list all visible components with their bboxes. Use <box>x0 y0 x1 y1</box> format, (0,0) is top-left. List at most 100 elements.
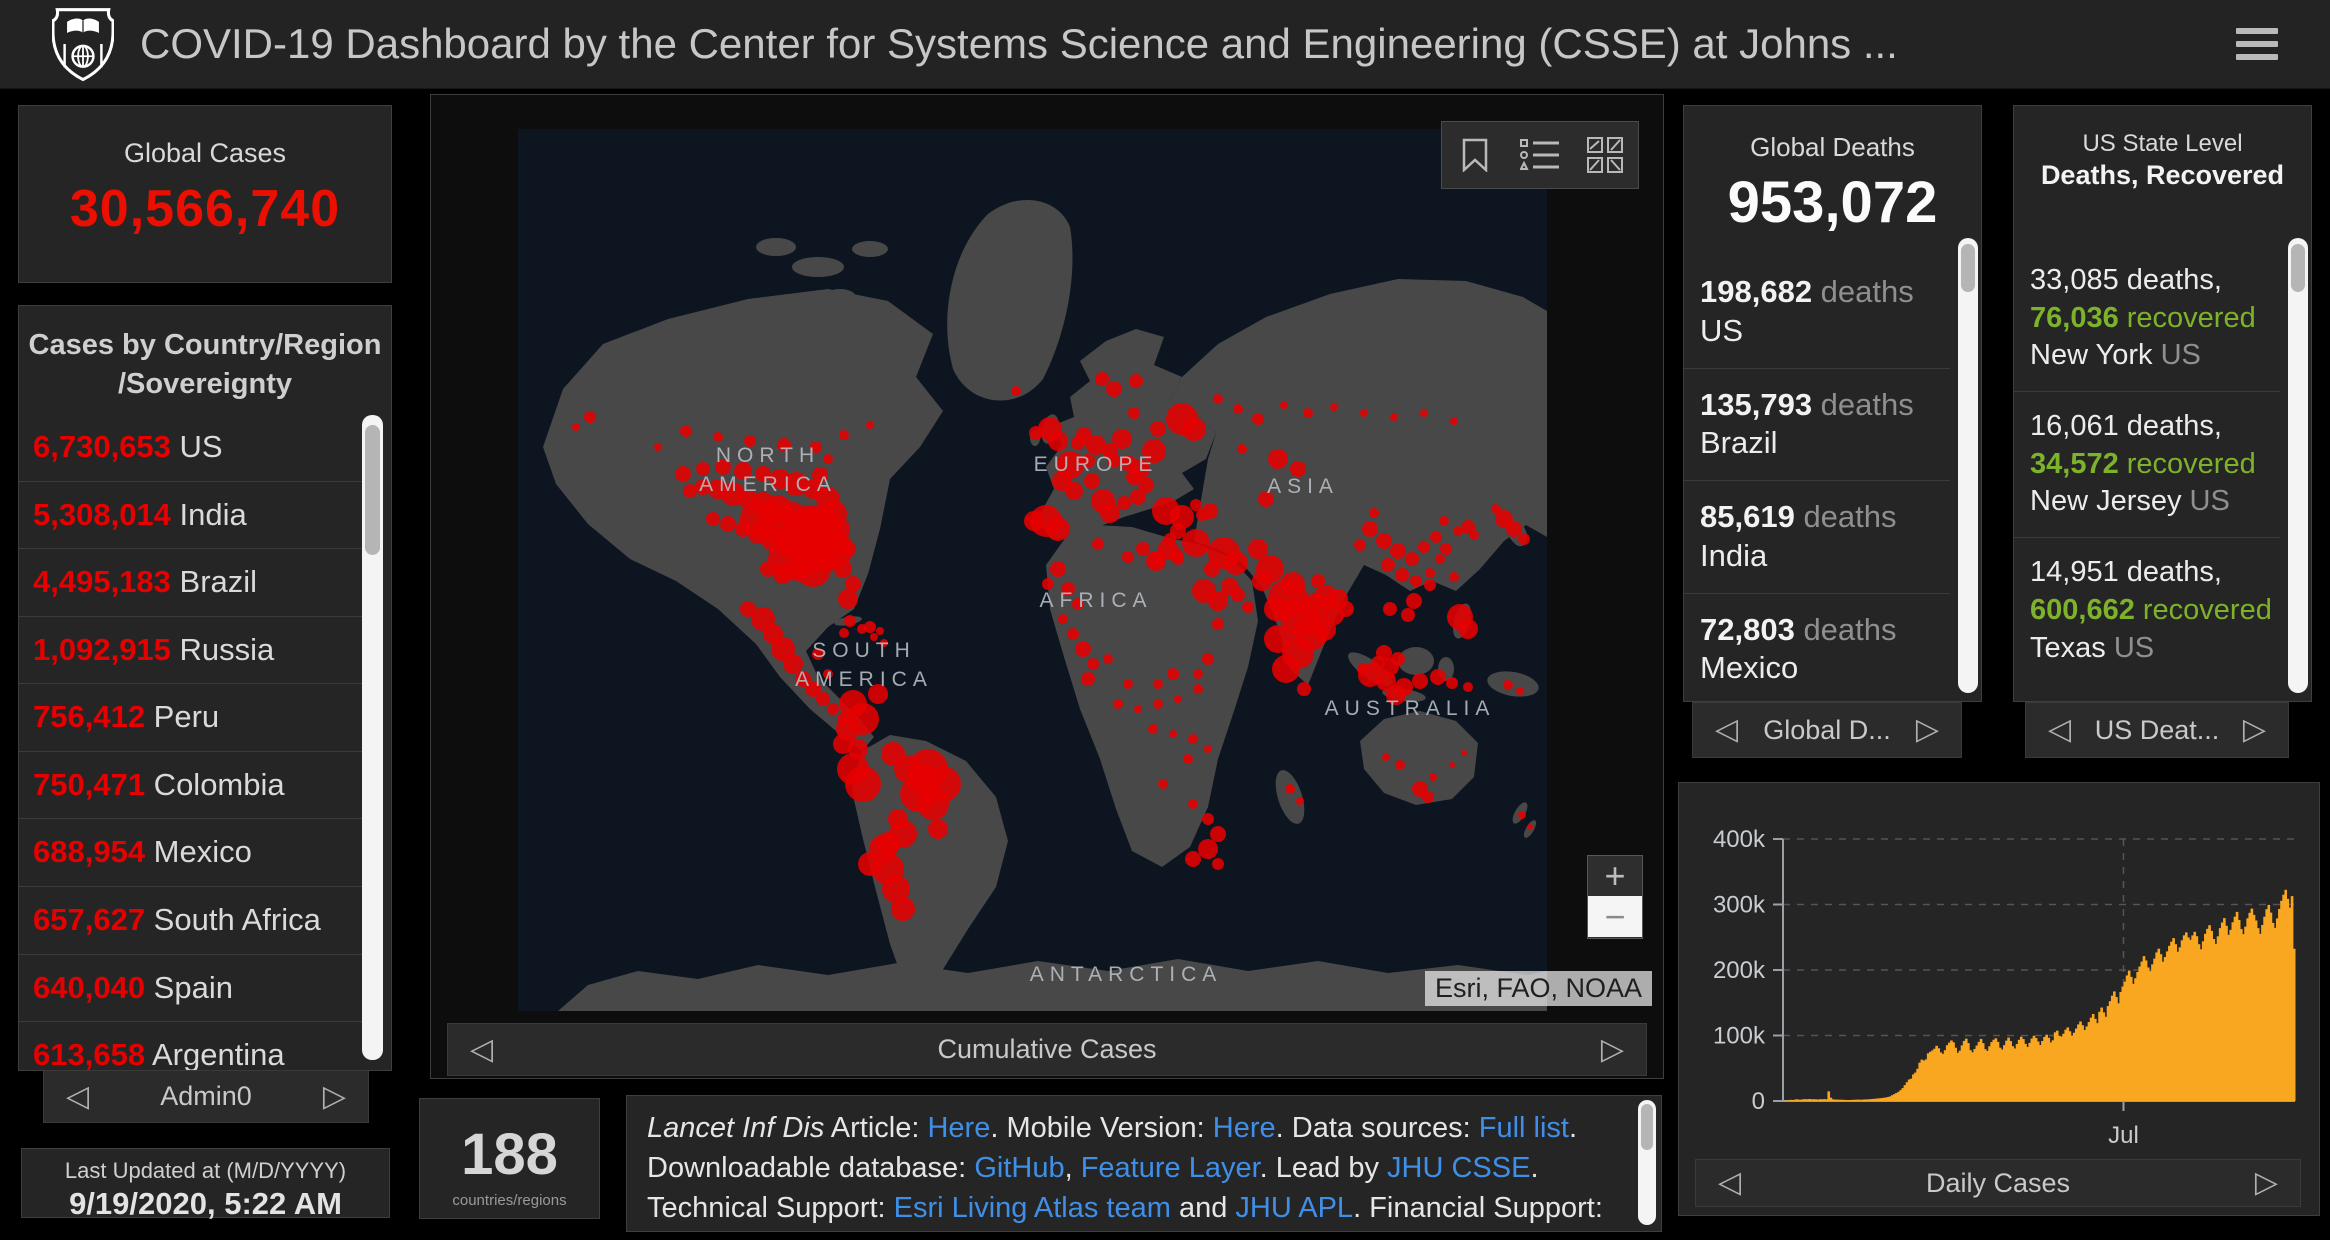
info-link[interactable]: Esri Living Atlas team <box>893 1192 1171 1225</box>
state-row[interactable]: 33,085 deaths, 76,036 recovered New York… <box>2030 264 2256 372</box>
info-link[interactable]: JHU CSSE <box>1387 1152 1531 1185</box>
previous-page-icon[interactable]: ◁ <box>66 1079 90 1113</box>
map-layer-pager: ◁ Cumulative Cases ▷ <box>447 1023 1647 1076</box>
death-country: Mexico <box>1700 650 1799 686</box>
case-dots-layer[interactable] <box>572 372 1533 921</box>
map-toolbar <box>1441 121 1639 189</box>
country-case-row[interactable]: 4,495,183 Brazil <box>19 548 365 616</box>
svg-text:AUSTRALIA: AUSTRALIA <box>1325 697 1496 720</box>
world-map[interactable]: NORTH AMERICA EUROPE ASIA AFRICA SOUTH AMERICA… <box>518 129 1547 1011</box>
svg-text:AMERICA: AMERICA <box>795 668 933 691</box>
global-cases-value: 30,566,740 <box>69 180 341 238</box>
death-count: 85,619 deaths <box>1700 499 1897 534</box>
pager-label: US Deat... <box>2094 714 2220 745</box>
last-updated-panel: Last Updated at (M/D/YYYY) 9/19/2020, 5:… <box>21 1148 390 1221</box>
svg-text:AFRICA: AFRICA <box>1039 589 1152 612</box>
us-states-list: 33,085 deaths, 76,036 recovered New York… <box>2014 246 2280 701</box>
next-page-icon[interactable]: ▷ <box>2242 713 2266 746</box>
states-list-scrollbar[interactable] <box>2288 238 2308 693</box>
global-deaths-list: 198,682 deaths US 135,793 deaths Brazil 85,6… <box>1684 256 1950 701</box>
svg-text:ANTARCTICA: ANTARCTICA <box>1030 963 1223 986</box>
bookmark-icon[interactable] <box>1449 129 1501 181</box>
jhu-shield-logo <box>52 8 114 82</box>
state-row[interactable]: 14,951 deaths, 600,662 recovered Texas U… <box>2014 537 2280 683</box>
svg-text:EUROPE: EUROPE <box>1034 453 1159 476</box>
death-row[interactable]: 85,619 deaths India <box>1684 480 1950 593</box>
daily-cases-bars[interactable] <box>1783 889 2296 1101</box>
next-page-icon[interactable]: ▷ <box>322 1079 346 1113</box>
next-page-icon[interactable]: ▷ <box>2254 1166 2278 1199</box>
svg-text:300k: 300k <box>1713 892 1766 919</box>
global-deaths-panel: Global Deaths 953,072 198,682 deaths US 13… <box>1683 105 1982 702</box>
country-case-row[interactable]: 688,954 Mexico <box>19 818 365 886</box>
country-case-row[interactable]: 5,308,014 India <box>19 480 365 549</box>
previous-page-icon[interactable]: ◁ <box>1715 713 1739 746</box>
app-header: COVID-19 Dashboard by the Center for Sys… <box>0 0 2330 89</box>
country-case-row[interactable]: 640,040 Spain <box>19 953 365 1022</box>
svg-text:AMERICA: AMERICA <box>699 473 837 496</box>
info-scrollbar[interactable] <box>1638 1100 1656 1225</box>
death-country: US <box>1700 312 1744 348</box>
info-link[interactable]: Here <box>1212 1112 1276 1144</box>
pager-label: Daily Cases <box>1925 1167 2071 1198</box>
previous-page-icon[interactable]: ◁ <box>470 1032 494 1066</box>
global-deaths-label: Global Deaths <box>1750 132 1915 162</box>
cases-list-scrollbar[interactable] <box>362 415 383 1060</box>
previous-page-icon[interactable]: ◁ <box>2048 713 2072 746</box>
page-title: COVID-19 Dashboard by the Center for Sys… <box>140 20 1898 67</box>
info-link[interactable]: Full list <box>1478 1112 1569 1144</box>
death-country: India <box>1700 537 1768 573</box>
global-deaths-value: 953,072 <box>1727 170 1938 235</box>
daily-cases-chart[interactable]: 0 100k 200k 300k 400k Jul <box>1679 783 2319 1155</box>
svg-text:100k: 100k <box>1713 1023 1766 1050</box>
info-link[interactable]: JHU APL <box>1235 1192 1354 1225</box>
previous-page-icon[interactable]: ◁ <box>1718 1166 1742 1199</box>
svg-text:ASIA: ASIA <box>1267 475 1339 498</box>
country-case-row[interactable]: 613,658 Argentina <box>19 1021 365 1070</box>
global-cases-label: Global Cases <box>123 138 287 168</box>
zoom-out-button[interactable]: − <box>1588 896 1642 937</box>
death-count: 135,793 deaths <box>1700 386 1914 422</box>
cases-by-country-panel: Cases by Country/Region /Sovereignty 6,7… <box>18 305 392 1071</box>
map-zoom-controls: + − <box>1587 855 1643 939</box>
svg-text:0: 0 <box>1752 1088 1765 1115</box>
info-link[interactable]: Here <box>927 1112 991 1144</box>
deaths-list-scrollbar[interactable] <box>1958 238 1978 693</box>
svg-text:SOUTH: SOUTH <box>812 639 916 662</box>
countries-count-value: 188 <box>461 1122 558 1187</box>
us-state-subtitle: Deaths, Recovered <box>2040 160 2285 190</box>
countries-count-label: countries/regions <box>452 1192 567 1209</box>
death-row[interactable]: 198,682 deaths US <box>1684 256 1950 368</box>
pager-label: Global D... <box>1763 714 1891 745</box>
global-cases-panel: Global Cases 30,566,740 <box>18 105 392 283</box>
info-link[interactable]: Feature Layer <box>1080 1152 1260 1185</box>
svg-text:200k: 200k <box>1713 957 1766 984</box>
us-deaths-pager: ◁ US Deat... ▷ <box>2025 702 2289 758</box>
map-attribution: Esri, FAO, NOAA <box>1425 971 1653 1006</box>
next-page-icon[interactable]: ▷ <box>1915 713 1939 746</box>
death-count: 72,803 deaths <box>1700 611 1897 647</box>
hamburger-menu-icon[interactable] <box>2228 22 2286 66</box>
last-updated-value: 9/19/2020, 5:22 AM <box>69 1186 342 1221</box>
legend-list-icon[interactable] <box>1514 129 1566 181</box>
country-case-row[interactable]: 750,471 Colombia <box>19 750 365 819</box>
country-case-row[interactable]: 756,412 Peru <box>19 683 365 751</box>
daily-cases-pager: ◁ Daily Cases ▷ <box>1695 1159 2301 1207</box>
info-text: Lancet Inf Dis Article: Here. Mobile Ver… <box>647 1112 1603 1225</box>
info-link[interactable]: GitHub <box>974 1152 1065 1185</box>
death-row[interactable]: 72,803 deaths Mexico <box>1684 592 1950 702</box>
country-case-row[interactable]: 657,627 South Africa <box>19 886 365 954</box>
cases-by-country-title: Cases by Country/Region /Sovereignty <box>28 329 382 401</box>
country-case-row[interactable]: 1,092,915 Russia <box>19 615 365 684</box>
country-case-row[interactable]: 6,730,653 US <box>33 429 223 464</box>
state-row[interactable]: 16,061 deaths, 34,572 recovered New Jers… <box>2014 391 2280 537</box>
death-row[interactable]: 135,793 deaths Brazil <box>1684 367 1950 481</box>
map-panel: NORTH AMERICA EUROPE ASIA AFRICA SOUTH AMERICA… <box>430 94 1664 1079</box>
next-page-icon[interactable]: ▷ <box>1600 1032 1624 1066</box>
basemap-grid-icon[interactable] <box>1579 129 1631 181</box>
us-state-panel: US State Level Deaths, Recovered 33,085 … <box>2013 105 2312 702</box>
us-state-title: US State Level <box>2082 130 2243 157</box>
zoom-in-button[interactable]: + <box>1604 855 1626 896</box>
last-updated-label: Last Updated at (M/D/YYYY) <box>64 1158 347 1183</box>
death-count: 198,682 deaths <box>1700 274 1914 309</box>
